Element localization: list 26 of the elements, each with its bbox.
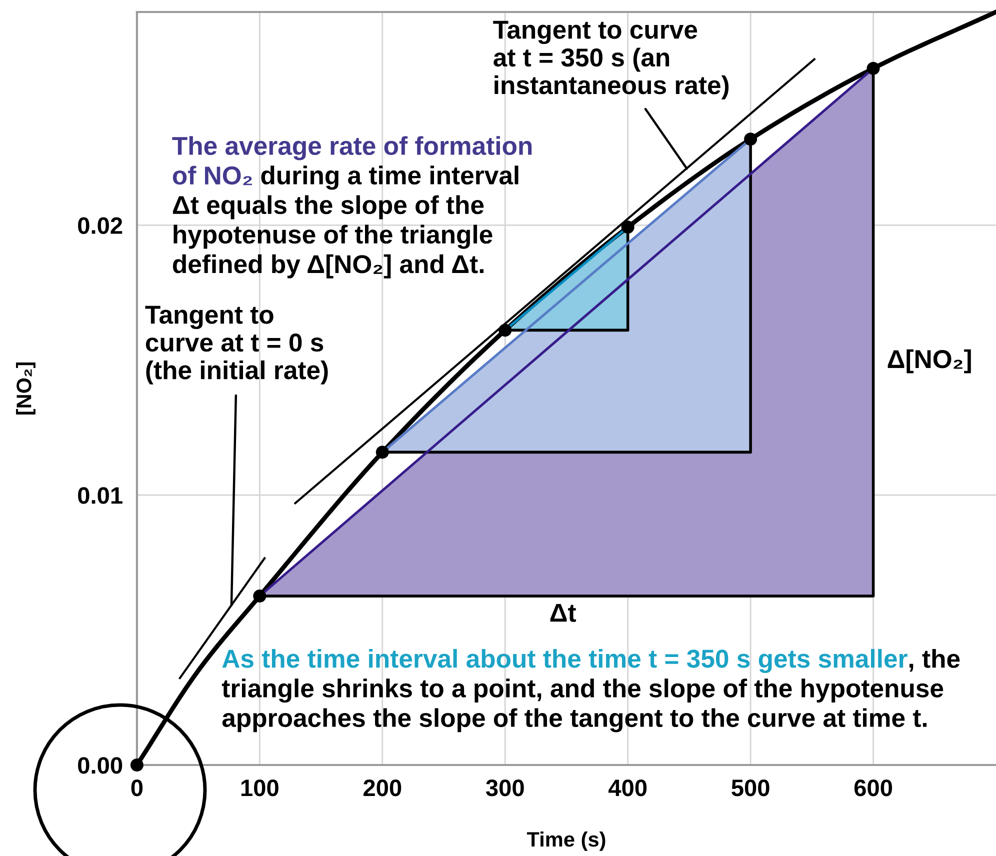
x-tick-label: 400 [608,780,647,796]
x-tick-label: 0 [131,780,143,796]
annotation: Δt equals the slope of the [172,195,484,220]
annotation: , the [909,649,960,672]
x-tick-label: 100 [241,780,278,796]
annotation: The average rate of formation [172,136,532,160]
annotation: during a time interval [261,166,518,190]
annotation: defined by Δ[NO₂] and Δt. [172,254,484,278]
annotation: Tangent to curve at t = 350 s (an instantaneous rate) [493,20,729,100]
x-axis-title: Time (s) [526,831,606,851]
annotation: of NO₂ [172,166,252,186]
x-tick-label: 500 [732,780,770,796]
x-tick-label: 200 [364,780,402,796]
annotation: As the time interval about the time t = 350 s gets smaller [222,648,908,674]
x-tick-label: 300 [486,780,524,796]
annotation: approaches the slope of the tangent to the curve at time t. [222,708,927,732]
annotation: hypotenuse of the triangle [174,224,492,249]
x-tick-label: 600 [854,780,892,796]
y-tick-label: 0.01 [78,487,122,504]
annotation: Δt [550,604,576,622]
y-tick-label: 0.00 [78,757,122,774]
annotation: Tangent to curve at t = 0 s (the initial rate) [145,306,328,384]
y-tick-label: 0.02 [78,217,122,234]
annotation: Δ[NO₂] [888,349,971,374]
annotation: triangle shrinks to a point, and the slope of the hypotenuse [222,678,944,703]
y-axis-title: [NO₂] [16,362,36,415]
